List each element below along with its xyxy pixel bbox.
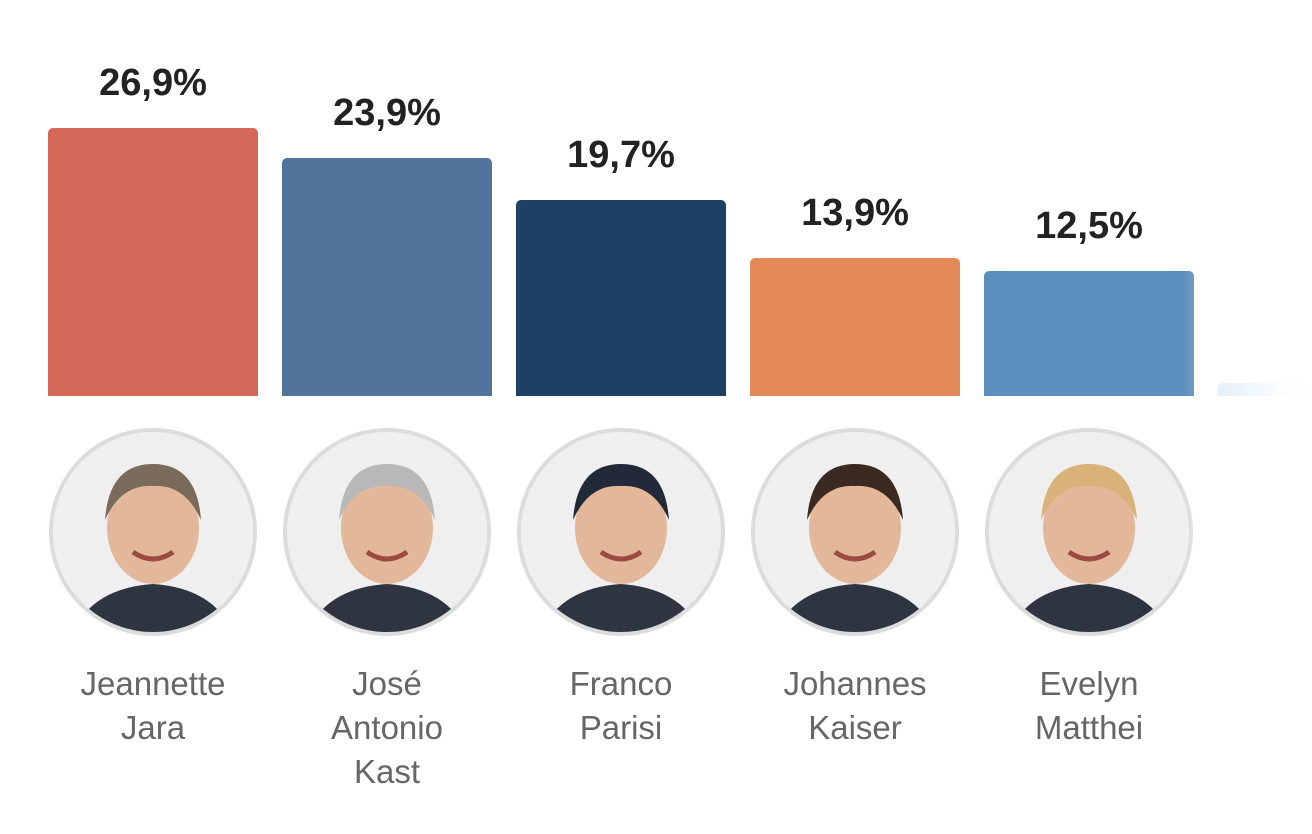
- candidate-name-line: Johannes: [783, 665, 927, 702]
- candidate-name-line: José: [352, 665, 422, 702]
- bar-5: [1218, 383, 1312, 396]
- candidate-name-line: Antonio: [331, 709, 443, 746]
- data-label: 19,7%: [567, 133, 675, 176]
- candidate-name: Evelyn Matthei: [959, 662, 1219, 750]
- candidate-avatar: [517, 428, 725, 636]
- candidate-name-line: Jeannette: [80, 665, 226, 702]
- candidate-name: Franco Parisi: [491, 662, 751, 750]
- candidate-name-line: Kast: [353, 753, 421, 790]
- bar-0: [48, 128, 258, 396]
- data-label: 13,9%: [801, 191, 909, 234]
- candidate-name-line: Matthei: [1034, 709, 1144, 746]
- data-label: 23,9%: [333, 91, 441, 134]
- candidate-avatar: [49, 428, 257, 636]
- candidate-name: José Antonio Kast: [257, 662, 517, 794]
- person-portrait-icon: [521, 432, 721, 632]
- candidate-name-line: Franco: [569, 665, 673, 702]
- candidate-name-line: Evelyn: [1039, 665, 1139, 702]
- candidate-avatar: [751, 428, 959, 636]
- person-portrait-icon: [287, 432, 487, 632]
- bar-3: [750, 257, 960, 396]
- candidate-name: Johannes Kaiser: [725, 662, 985, 750]
- data-label: 26,9%: [99, 62, 207, 104]
- data-label: 12,5%: [1035, 205, 1143, 248]
- candidate-name-line: Kaiser: [808, 709, 902, 746]
- candidate-avatar: [283, 428, 491, 636]
- candidate-name: Jeannette Jara: [23, 662, 283, 750]
- candidate-name-line: Jara: [120, 709, 186, 746]
- bar-2: [516, 199, 726, 396]
- bar-1: [282, 157, 492, 396]
- person-portrait-icon: [755, 432, 955, 632]
- candidate-avatar: [985, 428, 1193, 636]
- bar-4: [984, 271, 1194, 396]
- person-portrait-icon: [989, 432, 1189, 632]
- person-portrait-icon: [53, 432, 253, 632]
- candidate-name-line: Parisi: [579, 709, 663, 746]
